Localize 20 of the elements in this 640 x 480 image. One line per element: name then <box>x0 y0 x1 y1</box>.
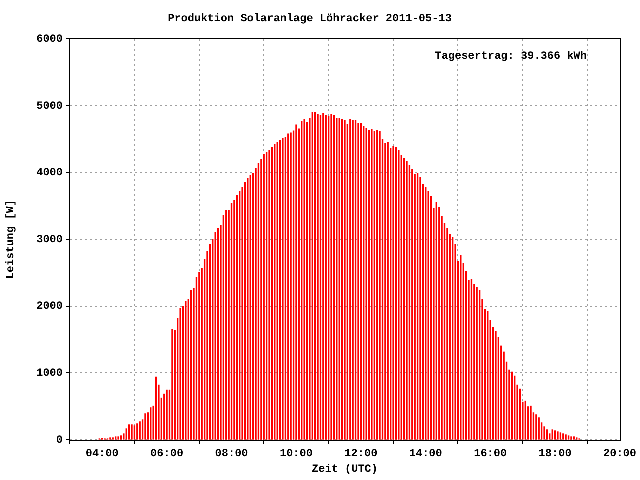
x-tick-label: 14:00 <box>409 448 442 460</box>
x-tick-label: 18:00 <box>538 448 572 460</box>
x-tick-label: 16:00 <box>474 448 508 460</box>
x-tick-label: 12:00 <box>344 448 378 460</box>
y-tick-label: 5000 <box>36 100 63 113</box>
y-tick-label: 2000 <box>36 301 63 314</box>
y-axis-title: Leistung [W] <box>5 200 18 280</box>
x-tick-label: 06:00 <box>150 448 184 460</box>
x-tick-label: 10:00 <box>280 448 313 460</box>
y-tick-label: 3000 <box>36 234 63 246</box>
x-axis-title: Zeit (UTC) <box>312 464 378 476</box>
x-tick-label: 08:00 <box>215 448 248 460</box>
annotation: Tagesertrag: 39.366 kWh <box>435 50 587 63</box>
y-tick-label: 4000 <box>36 168 63 180</box>
y-tick-label: 6000 <box>36 34 63 46</box>
y-tick-label: 1000 <box>36 368 63 380</box>
chart-title: Produktion Solaranlage Löhracker 2011-05-13 <box>168 13 452 26</box>
x-tick-label: 20:00 <box>603 448 637 460</box>
x-tick-label: 04:00 <box>86 448 119 460</box>
y-tick-label: 0 <box>56 434 63 447</box>
